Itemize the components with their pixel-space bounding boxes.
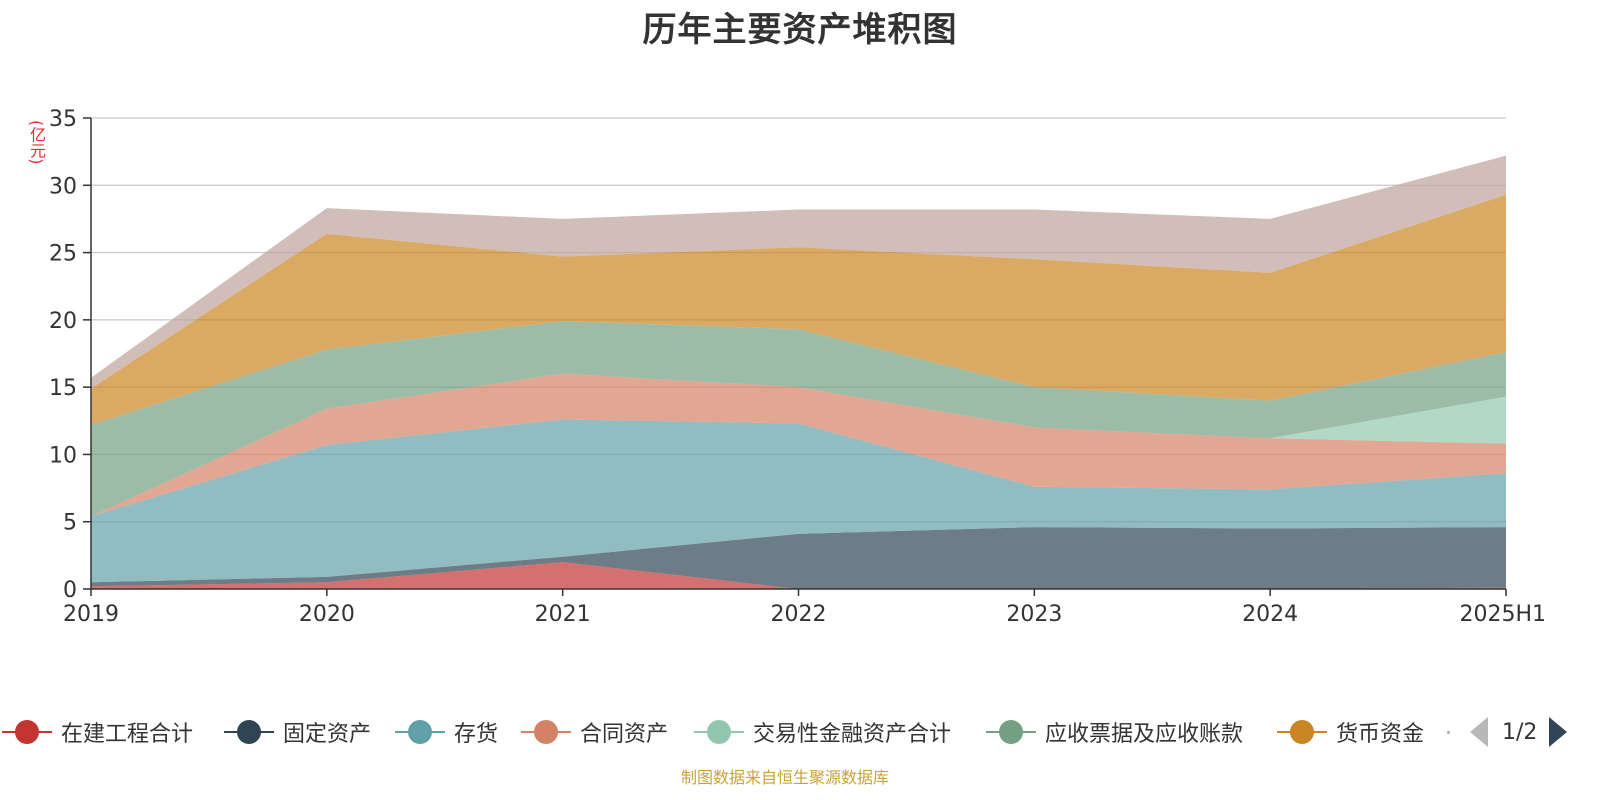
- legend-marker: [395, 719, 445, 745]
- legend-item-交易性金融资产合计[interactable]: 交易性金融资产合计: [694, 712, 951, 752]
- legend-label: 应收票据及应收账款: [1045, 722, 1244, 747]
- axes: 0 5 10 15 20 25 30 35 2019 2020 2021 2022 2023 2024 20…: [49, 107, 1546, 627]
- x-tick-label: 2024: [1242, 602, 1298, 627]
- x-tick-label: 2022: [771, 602, 827, 627]
- area-series-应收票据及应收账款: [91, 321, 1506, 517]
- legend-prev-page-icon[interactable]: [1470, 717, 1488, 747]
- y-tick-label: 35: [49, 107, 77, 132]
- legend-marker: [521, 719, 571, 745]
- area-series-其他: [91, 155, 1506, 389]
- y-tick-label: 15: [49, 376, 77, 401]
- legend-label: 存货: [454, 722, 499, 747]
- legend-label: 货币资金: [1336, 722, 1425, 747]
- legend-item-货币资金[interactable]: 货币资金: [1277, 712, 1424, 752]
- legend-overflow-dot: [1447, 731, 1450, 734]
- area-series-合同资产: [91, 373, 1506, 517]
- y-tick-label: 20: [49, 309, 77, 334]
- y-tick-label: 30: [49, 174, 77, 199]
- legend-marker: [224, 719, 274, 745]
- x-tick-label: 2019: [63, 602, 119, 627]
- area-series-货币资金: [91, 194, 1506, 425]
- x-tick-label: 2023: [1006, 602, 1062, 627]
- legend-label: 交易性金融资产合计: [753, 722, 952, 747]
- area-series: [91, 155, 1506, 589]
- y-tick-label: 0: [63, 578, 77, 603]
- legend-item-在建工程合计[interactable]: 在建工程合计: [2, 712, 193, 752]
- legend-item-存货[interactable]: 存货: [395, 712, 498, 752]
- y-axis-unit-label: (亿元): [27, 120, 46, 165]
- chart-title: 历年主要资产堆积图: [642, 10, 958, 50]
- legend-label: 在建工程合计: [61, 722, 194, 747]
- y-tick-label: 25: [49, 242, 77, 267]
- legend: 在建工程合计 固定资产 存货 合同资产 交易性金融资产合计 应收票据及应收账款: [0, 712, 1600, 752]
- legend-item-应收票据及应收账款[interactable]: 应收票据及应收账款: [986, 712, 1243, 752]
- area-series-存货: [91, 419, 1506, 583]
- legend-marker: [694, 719, 744, 745]
- legend-marker: [2, 719, 52, 745]
- legend-next-page-icon[interactable]: [1549, 717, 1568, 747]
- legend-item-合同资产[interactable]: 合同资产: [521, 712, 668, 752]
- x-tick-label: 2020: [299, 602, 355, 627]
- legend-label: 合同资产: [580, 722, 669, 747]
- x-tick-label: 2025H1: [1459, 602, 1546, 627]
- stacked-area-chart: 0 5 10 15 20 25 30 35 2019 2020 2021 2022 2023 2024 20…: [49, 107, 1546, 627]
- area-series-在建工程合计: [91, 562, 1506, 589]
- legend-marker: [986, 719, 1036, 745]
- data-source-note: 制图数据来自恒生聚源数据库: [680, 768, 889, 787]
- legend-pager: 1/2: [1470, 712, 1568, 752]
- area-series-固定资产: [91, 527, 1506, 589]
- legend-marker: [1277, 719, 1327, 745]
- x-tick-label: 2021: [535, 602, 591, 627]
- legend-item-固定资产[interactable]: 固定资产: [224, 712, 371, 752]
- legend-label: 固定资产: [283, 722, 372, 747]
- y-tick-label: 5: [63, 511, 77, 536]
- legend-page-indicator: 1/2: [1502, 719, 1538, 745]
- y-tick-label: 10: [49, 443, 77, 468]
